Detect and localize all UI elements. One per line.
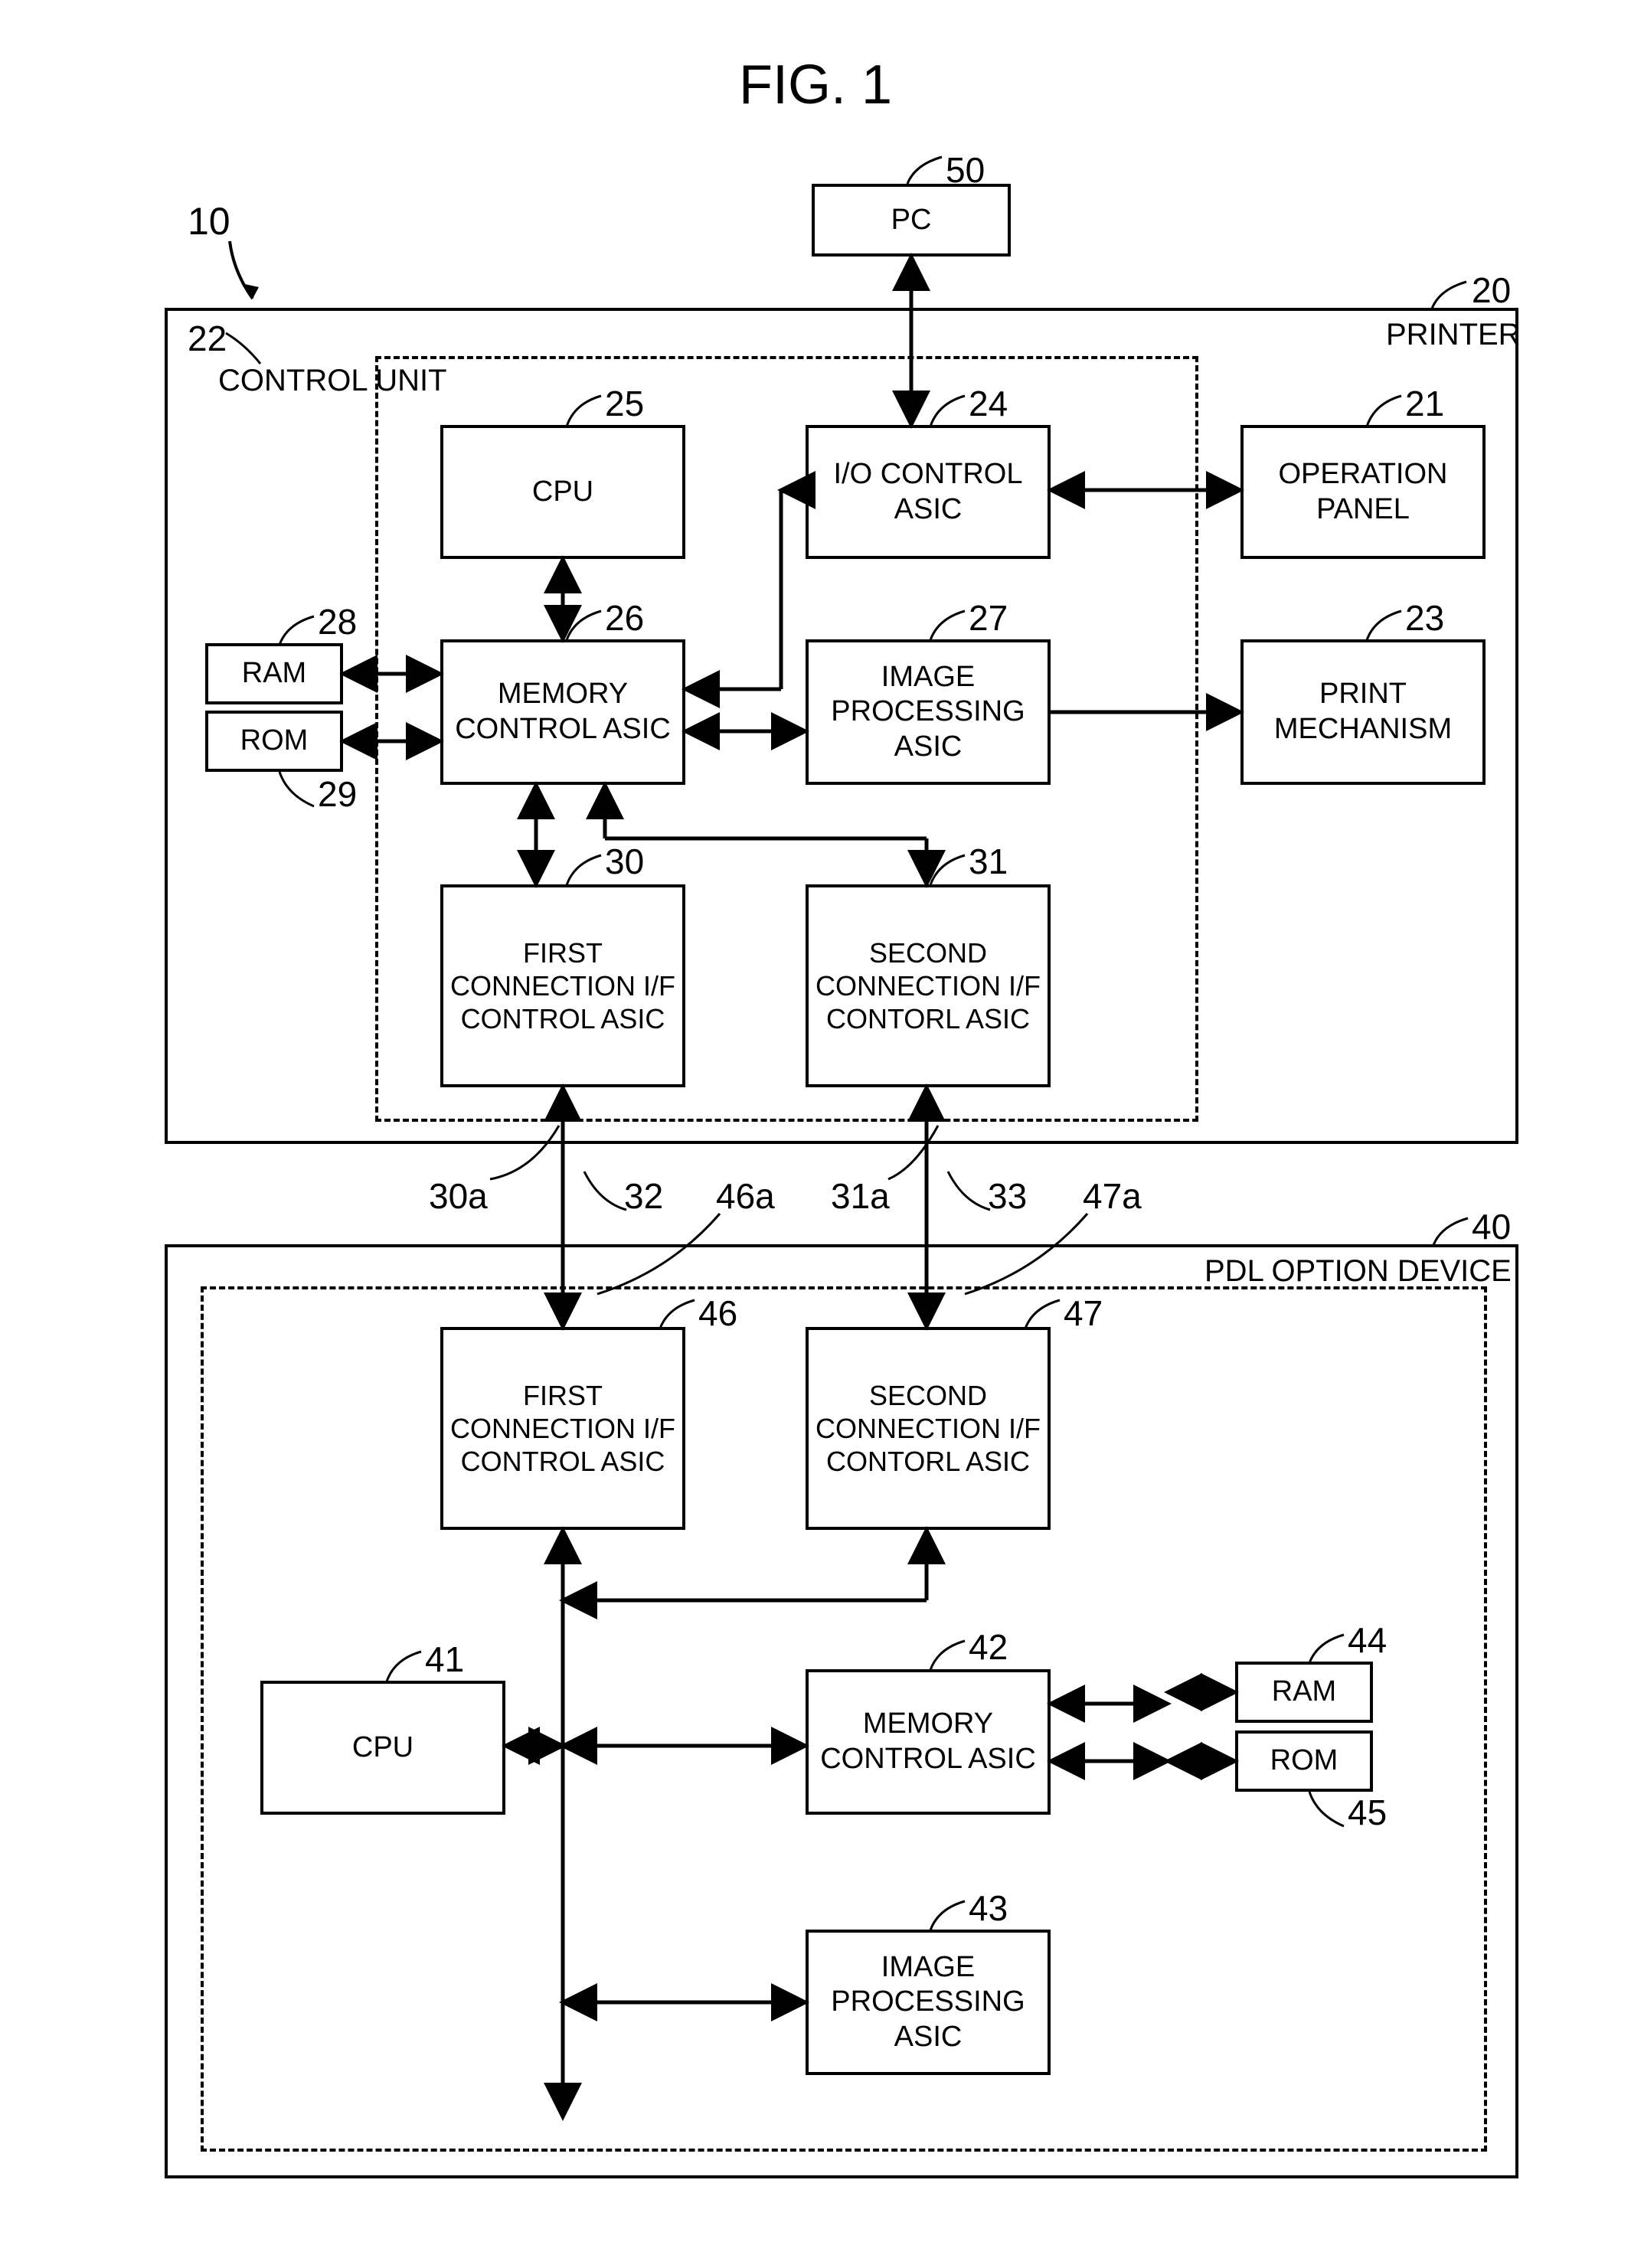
connectors-svg — [0, 0, 1631, 2268]
